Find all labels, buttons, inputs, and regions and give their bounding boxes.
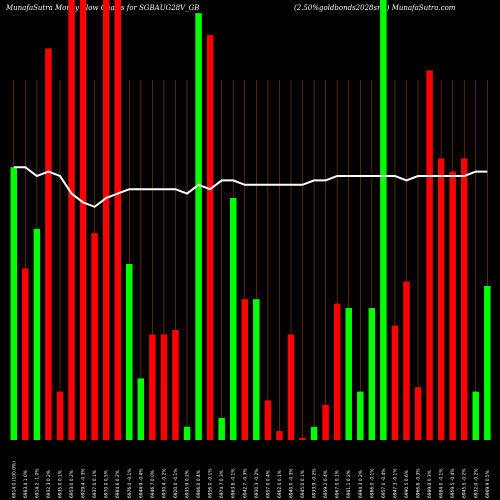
x-tick-label: 6933.9 -0.2% <box>312 469 318 499</box>
x-tick-label: 6970.0 0.5% <box>104 470 110 498</box>
x-tick-label: 6966.0 0.4% <box>196 470 202 498</box>
x-tick-label: 6994.3 0.2% <box>358 470 364 498</box>
volume-bar <box>368 308 376 440</box>
volume-bar <box>102 0 110 440</box>
volume-bar <box>195 13 202 440</box>
volume-bar <box>10 167 18 440</box>
volume-bar <box>253 299 260 440</box>
volume-bar <box>357 391 364 440</box>
volume-bar <box>183 426 191 440</box>
x-tick-label: 6989.0 0.3% <box>427 470 433 498</box>
volume-bar <box>206 35 214 440</box>
x-axis-ticks: 6914.0 (100.0%) 6983.4 1.0% 6914.2 -1.0% 69… <box>11 461 491 498</box>
volume-bar <box>114 0 121 440</box>
volume-bar <box>403 281 410 440</box>
x-tick-label: 6976.0 -0.1% <box>127 469 133 499</box>
volume-bar <box>437 158 445 440</box>
volume-bar <box>218 418 225 440</box>
price-line-group <box>13 166 488 208</box>
x-tick-label: 6914.0 (100.0%) <box>11 461 17 498</box>
x-tick-label: 6962.0 0.1% <box>277 470 283 498</box>
x-tick-label: 6983.4 1.0% <box>23 470 29 498</box>
x-tick-label: 6914.2 -1.0% <box>34 469 40 499</box>
volume-bar <box>229 198 237 440</box>
x-tick-label: 6959.2 0.4% <box>323 470 329 498</box>
volume-bar <box>380 0 387 440</box>
volume-bar <box>333 303 341 440</box>
volume-bar <box>137 378 145 440</box>
x-tick-label: 6953.0 0.2% <box>69 470 75 498</box>
x-tick-label: 6937.0 0.1% <box>92 470 98 498</box>
x-tick-label: 6974.7 0.3% <box>219 470 225 498</box>
volume-bar <box>22 268 29 440</box>
x-tick-label: 6944.9 -0.4% <box>138 469 144 499</box>
volume-bar <box>276 431 283 440</box>
volume-bar <box>414 387 422 440</box>
x-tick-label: 6929.4 -0.3% <box>81 469 87 499</box>
volume-bar <box>79 0 87 440</box>
volume-bar <box>472 391 480 440</box>
x-tick-label: 6959.5 -0.4% <box>450 469 456 499</box>
x-tick-label: 6930.3 -0.2% <box>254 469 260 499</box>
volume-bar <box>299 437 306 440</box>
chart-subtitle: (2.50%goldbonds2028sr-v) MunafaSutra.com <box>294 4 456 12</box>
volume-bar <box>56 391 64 440</box>
volume-bar <box>33 228 41 440</box>
volume-bar <box>391 325 399 440</box>
x-tick-label: 6945.0 0.1% <box>300 470 306 498</box>
volume-bar <box>310 426 318 440</box>
volume-bar <box>149 334 156 440</box>
x-tick-label: 6956.0 -0.1% <box>208 469 214 499</box>
volume-bar <box>460 158 468 440</box>
x-tick-label: 6984.0 -0.1% <box>439 469 445 499</box>
volume-bar <box>241 299 249 440</box>
volume-bar <box>172 330 179 440</box>
x-tick-label: 6984.6 0.2% <box>115 470 121 498</box>
x-tick-label: 6990.5 0.6% <box>404 470 410 498</box>
x-tick-label: 6963.8 -0.1% <box>231 469 237 499</box>
volume-bar <box>68 0 75 440</box>
x-tick-label: 6942.7 -0.3% <box>242 469 248 499</box>
volume-bar <box>264 400 272 440</box>
x-tick-label: 6967.0 0.1% <box>335 470 341 498</box>
volume-bar <box>345 308 352 440</box>
volume-bar <box>449 171 456 440</box>
x-tick-label: 6935.0 0.1% <box>57 470 63 498</box>
x-tick-label: 6945.5 -0.2% <box>462 469 468 499</box>
x-tick-label: 6957.0 0.4% <box>265 470 271 498</box>
x-tick-label: 6946.7 0.0% <box>150 470 156 498</box>
volume-bars <box>10 0 491 441</box>
x-tick-label: 6957.0 -0.4% <box>381 469 387 499</box>
x-tick-label: 6981.1 0.2% <box>346 470 352 498</box>
x-tick-label: 6940.0 -0.3% <box>288 469 294 499</box>
volume-bar <box>322 404 329 440</box>
x-tick-label: 6930.4 -0.2% <box>161 469 167 499</box>
x-tick-label: 6935.9 0.2% <box>185 470 191 498</box>
volume-bar <box>91 233 98 440</box>
volume-bar <box>45 48 52 441</box>
x-tick-label: 6947.3 -0.1% <box>392 469 398 499</box>
volume-bar <box>426 70 433 441</box>
x-tick-label: 6966.8 -0.3% <box>416 469 422 499</box>
x-tick-label: 6969.9 0.5% <box>485 470 491 498</box>
x-tick-label: 6932.0 -0.2% <box>473 469 479 499</box>
price-line <box>13 166 488 208</box>
volume-bar <box>484 286 491 440</box>
x-tick-label: 6986.0 -0.1% <box>369 469 375 499</box>
x-tick-label: 6920.0 -0.1% <box>173 469 179 499</box>
volume-bar <box>126 264 133 440</box>
x-tick-label: 6932.3 0.2% <box>46 470 52 498</box>
volume-bar <box>287 334 295 440</box>
volume-bar <box>160 334 168 440</box>
chart-title: MunafaSutra Money Flow Charts for SGBAUG… <box>5 4 199 12</box>
